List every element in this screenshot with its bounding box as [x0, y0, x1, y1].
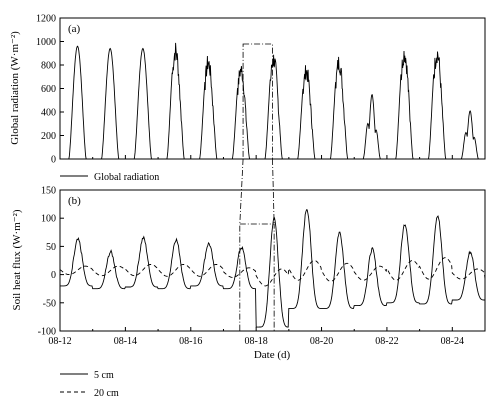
- panel-b-xtick-label: 08-14: [114, 336, 137, 347]
- highlight-connector-right: [272, 158, 275, 225]
- panel-b-xtick-label: 08-24: [441, 336, 464, 347]
- highlight-box-b: [239, 223, 275, 332]
- panel-b-ytick-label: 150: [41, 186, 56, 197]
- highlight-box-a: [242, 43, 273, 160]
- panel-a-yticks: 0 200 400 600 800 1000 1200: [36, 14, 64, 166]
- panel-b-xtick-label: 08-18: [244, 336, 267, 347]
- panel-a-ytick-label: 600: [41, 84, 56, 95]
- panel-a-ytick-label: 800: [41, 61, 56, 72]
- legend-20cm-label: 20 cm: [94, 388, 119, 399]
- legend-soil-flux: 5 cm 20 cm: [60, 370, 119, 399]
- panel-a-ytick-label: 400: [41, 108, 56, 119]
- global-radiation-line: [60, 42, 485, 160]
- panel-b-yticks: -100 -50 0 50 100 150: [38, 186, 64, 338]
- panel-b-xtick-label: 08-20: [310, 336, 333, 347]
- panel-b-xtick-label: 08-12: [48, 336, 71, 347]
- panel-b-frame: [59, 189, 486, 332]
- panel-b-soil-heat-flux: (b) Soil heat flux (W·m⁻²) -100 -50 0 50 100…: [11, 186, 486, 361]
- panel-a-ytick-label: 200: [41, 131, 56, 142]
- legend-global-radiation-label: Global radiation: [94, 172, 159, 183]
- panel-b-tag: (b): [68, 195, 81, 207]
- panel-b-ytick-label: -50: [43, 298, 56, 309]
- panel-b-xlabel: Date (d): [254, 349, 291, 361]
- panel-b-xticks: 08-12 08-14 08-16 08-18 08-20 08-22 08-24: [48, 327, 486, 347]
- panel-a-ytick-label: 1000: [36, 37, 56, 48]
- panel-a-ylabel: Global radiation (W·m⁻²): [9, 31, 21, 145]
- panel-a-ytick-label: 1200: [36, 14, 56, 25]
- panel-b-ylabel: Soil heat flux (W·m⁻²): [11, 209, 23, 310]
- panel-b-ytick-label: 0: [51, 270, 56, 281]
- panel-b-xtick-label: 08-16: [179, 336, 202, 347]
- highlight-connector-left: [239, 158, 244, 225]
- panel-b-ytick-label: 50: [46, 242, 56, 253]
- panel-a-global-radiation: (a) Global radiation (W·m⁻²) 0 200 400 600 8…: [9, 14, 486, 183]
- panel-a-ytick-label: 0: [51, 155, 56, 166]
- highlight-window: [239, 43, 275, 332]
- panel-b-ytick-label: 100: [41, 214, 56, 225]
- soil-flux-20cm-line: [59, 257, 486, 287]
- panel-b-xtick-label: 08-22: [375, 336, 398, 347]
- panel-b-ytick-label: -100: [38, 327, 56, 338]
- panel-a-tag: (a): [68, 23, 81, 35]
- soil-flux-5cm-line: [60, 209, 485, 328]
- legend-5cm-label: 5 cm: [94, 370, 114, 381]
